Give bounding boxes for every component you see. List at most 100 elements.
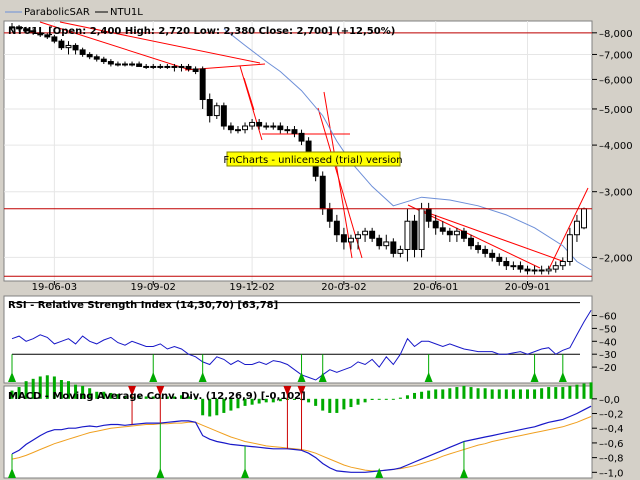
rsi-buy-arrow <box>318 372 327 382</box>
macd-buy-arrow <box>459 468 468 478</box>
macd-histogram-bar <box>81 385 85 399</box>
candle-body <box>538 269 545 272</box>
trendline-10 <box>419 209 566 263</box>
candle-body <box>235 129 241 132</box>
macd-histogram-bar <box>561 387 565 399</box>
macd-histogram-bar <box>476 388 480 399</box>
macd-histogram-bar <box>264 398 268 403</box>
macd-histogram-bar <box>589 382 593 399</box>
candle-body <box>340 234 347 243</box>
candle-body <box>326 208 333 222</box>
candle-body <box>432 220 439 229</box>
macd-panel-title: MACD - Moving Average Conv. Div. (12,26,… <box>8 391 306 402</box>
macd-histogram-bar <box>518 389 522 399</box>
price-x-axis: 19-06-03 19-09-02 19-12-02 20-03-02 20-06-01… <box>32 281 550 293</box>
macd-histogram-bar <box>194 398 198 400</box>
macd-histogram-bar <box>17 387 21 399</box>
macd-histogram-bar <box>236 398 240 409</box>
macd-histogram-bar <box>469 387 473 399</box>
rsi-y-label: –50 <box>599 324 617 335</box>
candle-body <box>100 58 107 63</box>
candle-body <box>192 68 199 73</box>
price-panel <box>3 20 593 282</box>
macd-histogram-bar <box>582 383 586 399</box>
macd-histogram-bar <box>24 381 28 399</box>
candle-body <box>460 230 467 239</box>
price-levels <box>4 32 592 277</box>
candle-body <box>242 125 249 131</box>
price-y-label: –5,000 <box>599 105 633 116</box>
candle-body <box>256 121 263 127</box>
candle-body <box>284 129 291 132</box>
candle-body <box>86 53 93 58</box>
macd-histogram-bar <box>31 378 35 399</box>
candle-body <box>157 65 164 68</box>
candle-body <box>573 220 580 236</box>
macd-histogram-bar <box>59 380 63 399</box>
candle-body <box>347 237 354 243</box>
macd-histogram-bar <box>575 384 579 399</box>
candle-body <box>475 245 482 250</box>
macd-y-label: –0,0 <box>599 395 620 406</box>
macd-histogram-bar <box>441 389 445 399</box>
macd-histogram-bar <box>497 389 501 399</box>
rsi-y-label: –40 <box>599 337 617 348</box>
candle-body <box>489 252 496 258</box>
macd-buy-arrow <box>375 468 384 478</box>
trendline-11 <box>547 187 589 272</box>
candle-body <box>446 230 453 236</box>
macd-y-axis: –0,0 –-0,2 –-0,4 –-0,6 –-0,8 –-1,0 <box>592 395 624 479</box>
candle-body <box>566 234 573 262</box>
trendline-2 <box>59 21 261 64</box>
macd-histogram-bar <box>257 398 261 404</box>
rsi-panel <box>3 295 593 384</box>
macd-histogram-bar <box>45 375 49 399</box>
macd-histogram-bar <box>243 398 247 406</box>
trendline-1 <box>39 21 191 71</box>
macd-histogram-bar <box>540 388 544 399</box>
macd-histogram-bar <box>229 398 233 411</box>
watermark: FnCharts - unlicensed (trial) version <box>223 151 403 167</box>
macd-histogram-bar <box>405 395 409 399</box>
candle-body <box>418 208 425 250</box>
macd-histogram-bar <box>455 387 459 399</box>
candle-body <box>552 265 559 270</box>
candle-body <box>178 65 185 68</box>
price-moving-average <box>223 28 592 271</box>
candle-body <box>93 56 100 60</box>
candle-body <box>58 40 65 49</box>
candle-body <box>411 220 418 250</box>
candle-body <box>376 237 383 247</box>
macd-buy-arrow <box>156 468 165 478</box>
price-candles <box>9 23 587 275</box>
candle-body <box>129 63 136 66</box>
candle-body <box>439 227 446 232</box>
candle-body <box>390 241 397 254</box>
rsi-buy-arrow <box>8 372 16 382</box>
legend-sar-label: ParabolicSAR <box>24 7 90 18</box>
candle-body <box>531 269 538 272</box>
rsi-buy-arrow <box>297 372 306 382</box>
macd-histogram-bar <box>448 388 452 399</box>
candle-body <box>16 26 23 30</box>
macd-histogram-bar <box>526 389 530 399</box>
macd-histogram-bar <box>490 389 494 399</box>
rsi-y-label: –20 <box>599 363 617 374</box>
candle-body <box>122 63 128 66</box>
candle-body <box>524 268 531 272</box>
candle-body <box>79 49 86 55</box>
macd-histogram-bar <box>52 376 56 399</box>
macd-histogram-bar <box>208 398 212 417</box>
macd-histogram-bar <box>349 398 353 408</box>
rsi-grid <box>12 302 580 355</box>
candle-body <box>319 175 326 210</box>
candle-body <box>9 26 15 29</box>
macd-histogram-bar <box>116 394 120 399</box>
candle-body <box>503 260 510 267</box>
macd-sell-arrow <box>128 386 137 396</box>
macd-main-line <box>11 405 592 473</box>
candle-body <box>220 105 227 127</box>
macd-histogram-bar <box>462 385 466 399</box>
candle-body <box>333 220 340 236</box>
